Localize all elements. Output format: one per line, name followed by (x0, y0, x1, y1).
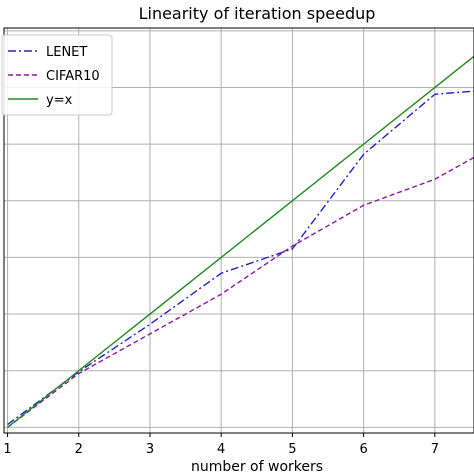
x-tick-label-7: 7 (431, 442, 439, 457)
series-line-y-x (7, 55, 474, 428)
legend-label-cifar10: CIFAR10 (46, 69, 100, 84)
plot-frame (3, 27, 474, 434)
chart-title: Linearity of iteration speedup (139, 4, 376, 23)
series-line-cifar10 (7, 156, 474, 428)
series-lines (7, 55, 474, 428)
x-tick-label-6: 6 (359, 442, 367, 457)
legend-box (1, 34, 113, 116)
grid-lines (4, 28, 474, 433)
x-tick-label-1: 1 (3, 442, 11, 457)
x-tick-label-4: 4 (217, 442, 225, 457)
legend: LENET CIFAR10 y=x (1, 34, 113, 116)
legend-label-lenet: LENET (46, 45, 87, 60)
x-tick-label-3: 3 (146, 442, 154, 457)
x-tick-label-2: 2 (75, 442, 83, 457)
x-tick-labels: 1 2 3 4 5 6 7 (3, 433, 439, 457)
series-line-lenet (7, 90, 474, 426)
legend-label-y-x: y=x (46, 93, 73, 108)
x-axis-label: number of workers (191, 459, 323, 474)
x-tick-label-5: 5 (288, 442, 296, 457)
